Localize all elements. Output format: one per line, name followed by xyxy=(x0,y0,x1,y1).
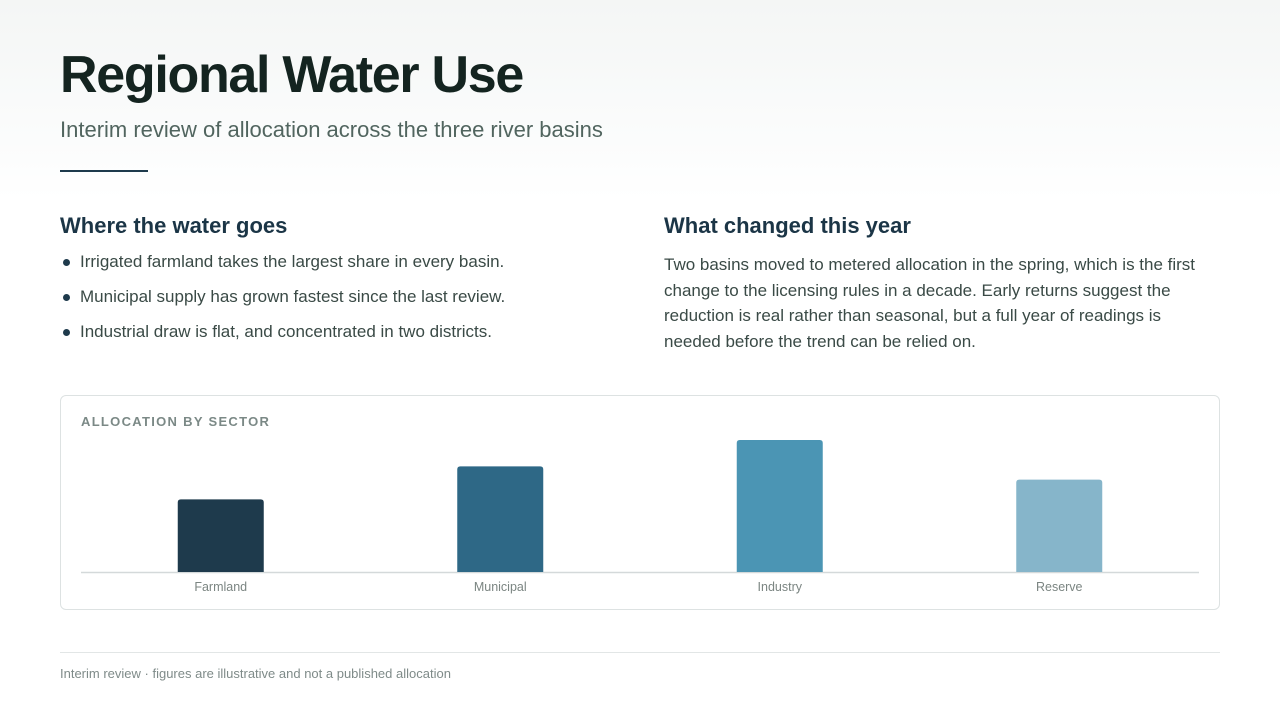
x-tick-label-industry: Industry xyxy=(758,580,803,594)
x-tick-label-farmland: Farmland xyxy=(194,580,247,594)
bullet-list: Irrigated farmland takes the largest sha… xyxy=(60,251,600,343)
header-band xyxy=(0,0,1280,200)
title-accent-rule xyxy=(60,170,148,172)
footer-note: Interim review · figures are illustrativ… xyxy=(60,666,451,681)
bullet-text: Industrial draw is flat, and concentrate… xyxy=(80,322,492,341)
what-changed-section: What changed this year Two basins moved … xyxy=(664,212,1220,354)
what-changed-paragraph: Two basins moved to metered allocation i… xyxy=(664,255,1196,351)
bullet-item: Irrigated farmland takes the largest sha… xyxy=(60,251,600,273)
bar-farmland xyxy=(177,499,264,572)
footer-divider xyxy=(60,652,1220,653)
chart-title: ALLOCATION BY SECTOR xyxy=(81,414,271,429)
bullet-dot-icon xyxy=(63,329,70,336)
where-water-goes-section: Where the water goes Irrigated farmland … xyxy=(60,212,600,356)
bullet-item: Municipal supply has grown fastest since… xyxy=(60,286,600,308)
bullet-text: Irrigated farmland takes the largest sha… xyxy=(80,252,505,271)
what-changed-heading: What changed this year xyxy=(664,213,911,238)
bar-municipal xyxy=(457,466,544,572)
allocation-bar-chart: Farmland Municipal Industry Reserve xyxy=(81,440,1199,594)
page-title: Regional Water Use xyxy=(60,46,524,104)
bar-industry xyxy=(736,440,823,572)
page-subtitle: Interim review of allocation across the … xyxy=(60,117,603,142)
x-tick-label-reserve: Reserve xyxy=(1036,580,1083,594)
bar-reserve xyxy=(1016,479,1103,572)
bullet-dot-icon xyxy=(63,259,70,266)
allocation-chart-card: ALLOCATION BY SECTOR Farmland Municipal In… xyxy=(60,395,1220,610)
bullet-item: Industrial draw is flat, and concentrate… xyxy=(60,321,600,343)
bullet-dot-icon xyxy=(63,294,70,301)
bullet-text: Municipal supply has grown fastest since… xyxy=(80,287,506,306)
x-tick-label-municipal: Municipal xyxy=(474,580,527,594)
where-water-goes-heading: Where the water goes xyxy=(60,213,288,238)
